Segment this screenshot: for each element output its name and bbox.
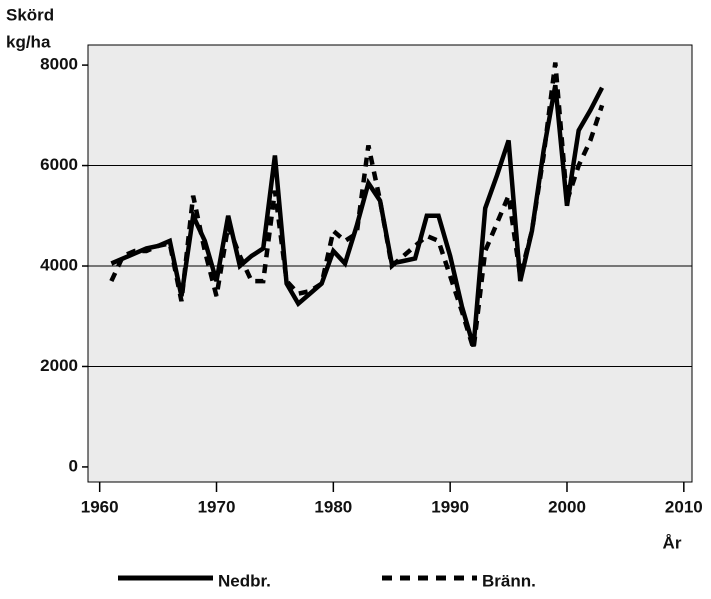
- y-tick-label: 6000: [40, 155, 78, 174]
- x-tick-label: 1990: [431, 497, 469, 516]
- y-tick-label: 4000: [40, 255, 78, 274]
- x-axis-label: År: [663, 533, 682, 552]
- series-line: [109, 62, 605, 350]
- x-tick-label: 2000: [548, 497, 586, 516]
- legend-label: Bränn.: [482, 571, 536, 590]
- y-axis-label: Skörd: [6, 5, 54, 24]
- x-tick-label: 1970: [198, 497, 236, 516]
- y-tick-label: 2000: [40, 356, 78, 375]
- y-tick-label: 8000: [40, 55, 78, 74]
- x-tick-label: 1980: [314, 497, 352, 516]
- x-tick-label: 2010: [665, 497, 703, 516]
- x-tick-label: 1960: [81, 497, 119, 516]
- y-tick-label: 0: [69, 456, 78, 475]
- y-axis-label: kg/ha: [6, 32, 51, 51]
- legend-label: Nedbr.: [218, 571, 271, 590]
